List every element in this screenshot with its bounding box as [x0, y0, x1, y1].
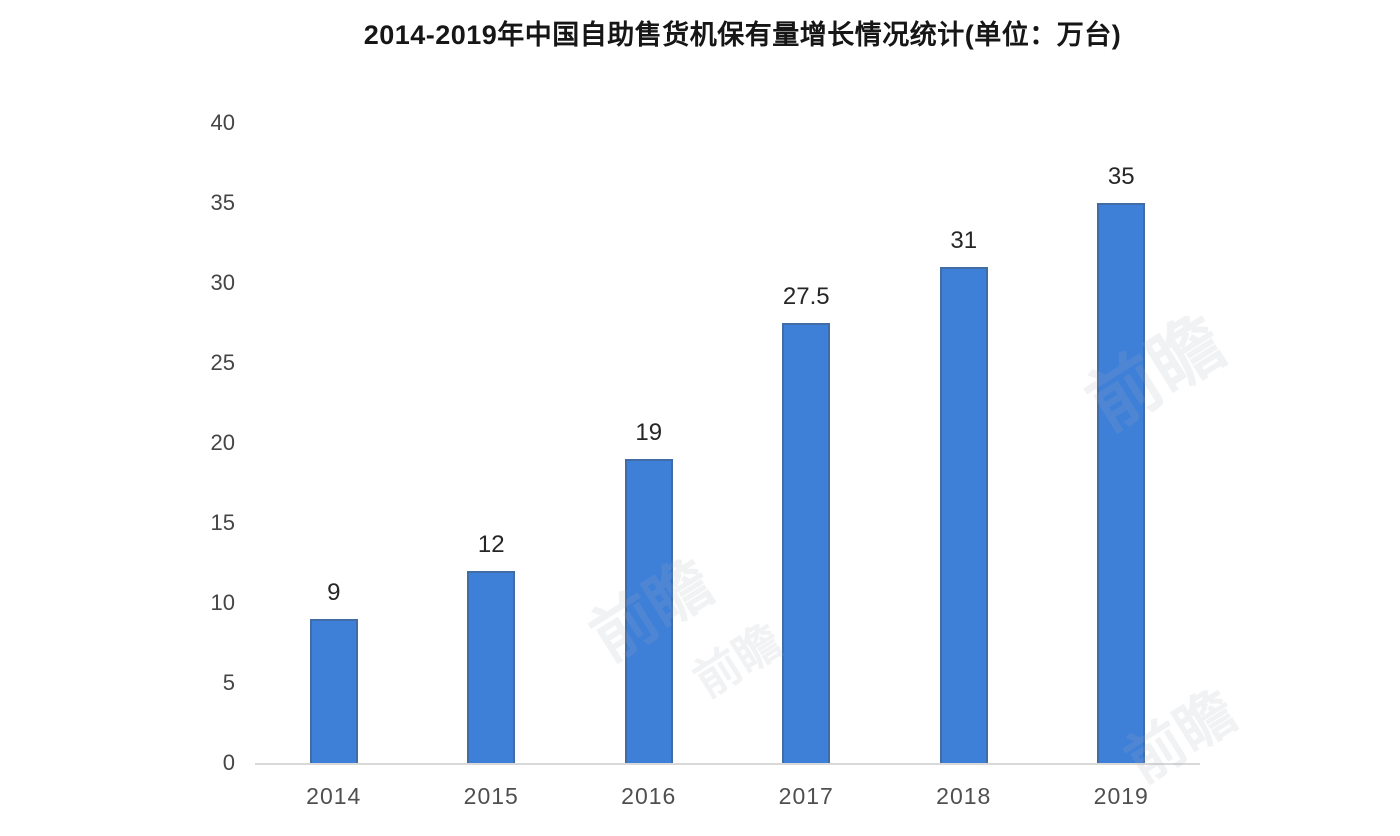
y-tick-label: 40 [210, 110, 235, 135]
bar-value-label: 27.5 [782, 283, 830, 310]
x-tick-label: 2018 [936, 783, 992, 809]
bar-slot-2017: 27.5 2017 [728, 123, 886, 809]
x-tick-label: 2016 [621, 783, 677, 809]
bar-2017 [782, 323, 831, 763]
y-tick-label: 0 [222, 750, 235, 775]
bar-2019 [1097, 203, 1146, 763]
bar-2018 [939, 267, 988, 763]
bar-2016 [624, 459, 673, 763]
bar-slot-2014: 9 2014 [255, 123, 413, 809]
y-tick-label: 30 [210, 270, 235, 295]
y-tick-label: 10 [210, 590, 235, 615]
y-tick-label: 20 [210, 430, 235, 455]
bar-value-label: 31 [950, 227, 978, 254]
bar-slot-2018: 31 2018 [885, 123, 1043, 809]
bar-2014 [309, 619, 358, 763]
y-tick-label: 35 [210, 190, 235, 215]
y-tick-label: 15 [210, 510, 235, 535]
x-tick-label: 2015 [463, 783, 519, 809]
x-tick-label: 2017 [778, 783, 834, 809]
bar-value-label: 12 [477, 531, 505, 558]
bar-slot-2016: 19 2016 [570, 123, 728, 809]
y-axis: 0 5 10 15 20 25 30 35 40 [160, 110, 235, 775]
x-tick-label: 2019 [1093, 783, 1149, 809]
bar-2015 [467, 571, 516, 763]
bar-value-label: 35 [1107, 163, 1135, 190]
y-tick-label: 25 [210, 350, 235, 375]
chart-title: 2014-2019年中国自助售货机保有量增长情况统计(单位：万台) [363, 20, 1122, 50]
y-tick-label: 5 [222, 670, 235, 695]
bar-value-label: 19 [635, 419, 663, 446]
bar-slot-2019: 35 2019 [1043, 123, 1201, 809]
bar-slot-2015: 12 2015 [413, 123, 571, 809]
bar-value-label: 9 [327, 579, 341, 606]
x-tick-label: 2014 [306, 783, 362, 809]
plot-area: 9 2014 12 2015 19 2016 27.5 2017 31 2018 35 2019 [255, 123, 1201, 809]
